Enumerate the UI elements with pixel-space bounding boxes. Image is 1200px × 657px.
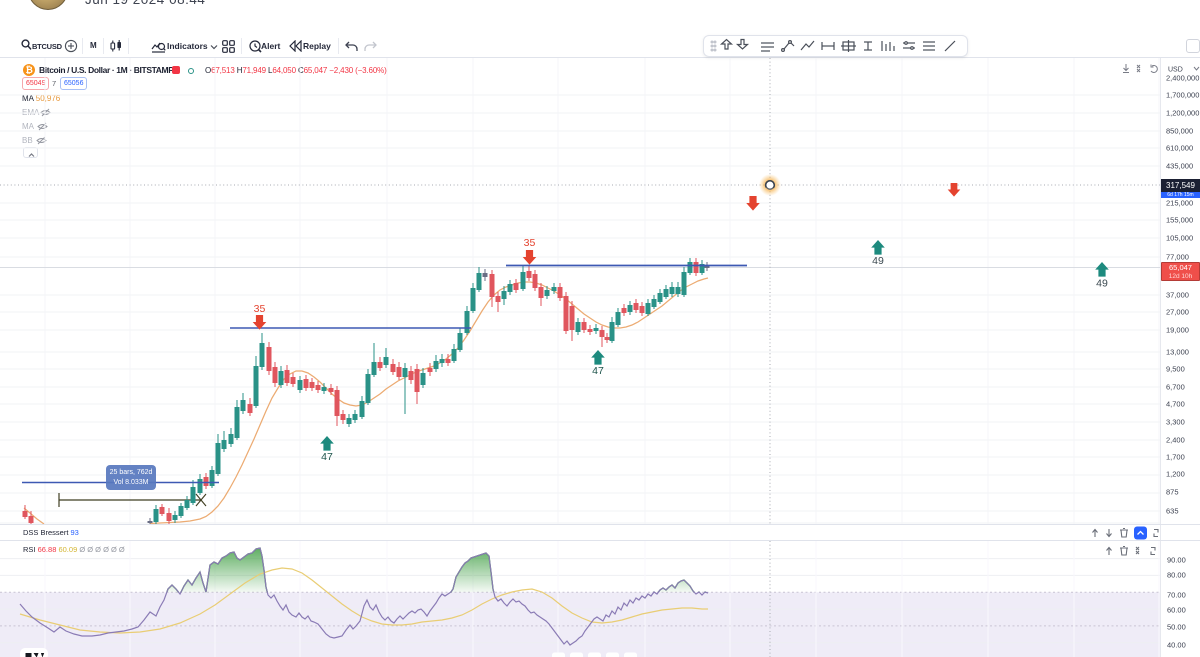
svg-text:47: 47 [592, 365, 604, 377]
svg-text:49: 49 [872, 255, 884, 267]
svg-text:35: 35 [254, 303, 266, 315]
svg-text:47: 47 [321, 451, 333, 463]
svg-text:49: 49 [1096, 278, 1108, 290]
svg-text:USD: USD [1168, 67, 1183, 74]
svg-text:35: 35 [524, 237, 536, 249]
